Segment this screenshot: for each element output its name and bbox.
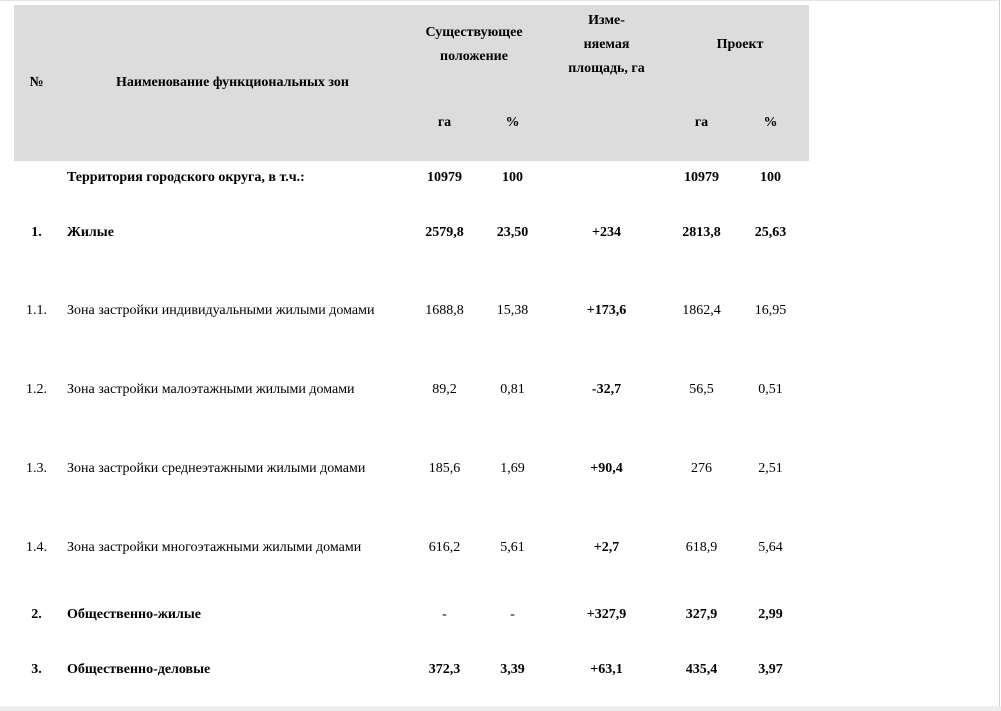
table-row: 2. Общественно-жилые - - +327,9 327,9 2,… bbox=[14, 587, 809, 643]
row-num: 1.2. bbox=[26, 381, 47, 397]
functional-zones-table: № Наименование функциональных зон Сущест… bbox=[14, 5, 809, 697]
header-project-ha: га bbox=[671, 84, 732, 161]
row-existing-ha: 10979 bbox=[427, 169, 462, 185]
row-project-ha: 435,4 bbox=[685, 662, 718, 677]
row-num: 1. bbox=[31, 224, 42, 240]
table-row: 1.3. Зона застройки среднеэтажными жилым… bbox=[14, 429, 809, 508]
row-project-ha: 10979 bbox=[684, 169, 719, 185]
page-bottom-edge bbox=[0, 706, 1001, 711]
row-zone-name: Зона застройки малоэтажными жилыми домам… bbox=[67, 381, 355, 397]
row-change: +63,1 bbox=[590, 662, 623, 677]
row-change: +327,9 bbox=[586, 607, 627, 622]
row-project-pct: 16,95 bbox=[754, 302, 787, 318]
row-num: 1.3. bbox=[26, 460, 47, 476]
row-change: -32,7 bbox=[591, 381, 622, 397]
row-existing-ha: 616,2 bbox=[428, 539, 461, 555]
row-project-ha: 1862,4 bbox=[682, 302, 721, 318]
table-row: Территория городского округа, в т.ч.: 10… bbox=[14, 161, 809, 194]
row-existing-ha: 185,6 bbox=[428, 460, 461, 476]
row-zone-name: Зона застройки многоэтажными жилыми дома… bbox=[67, 539, 362, 555]
row-num: 1.1. bbox=[26, 302, 47, 318]
header-project: Проект bbox=[671, 5, 809, 84]
row-project-pct: 25,63 bbox=[754, 224, 787, 240]
table-row: 1. Жилые 2579,8 23,50 +234 2813,8 25,63 bbox=[14, 194, 809, 271]
row-existing-pct: 23,50 bbox=[496, 224, 529, 240]
row-num: 1.4. bbox=[26, 539, 47, 555]
row-project-ha: 276 bbox=[691, 460, 712, 476]
row-change: +234 bbox=[592, 224, 621, 240]
row-project-ha: 56,5 bbox=[689, 381, 714, 397]
header-changed-line1: Изме- bbox=[588, 12, 625, 28]
row-project-ha: 618,9 bbox=[685, 539, 718, 555]
header-changed-line3: площадь, га bbox=[568, 60, 645, 76]
row-existing-pct: 0,81 bbox=[500, 381, 525, 397]
table-row: 1.1. Зона застройки индивидуальными жилы… bbox=[14, 271, 809, 350]
row-project-pct: 0,51 bbox=[758, 381, 783, 397]
row-change bbox=[542, 161, 671, 194]
row-existing-ha: - bbox=[442, 607, 447, 622]
row-num: 3. bbox=[31, 662, 42, 677]
header-existing-line1: Существующее bbox=[425, 24, 523, 40]
header-existing-line2: положение bbox=[440, 48, 508, 64]
row-project-pct: 2,99 bbox=[758, 607, 783, 622]
row-num bbox=[14, 161, 59, 194]
header-changed-area: Изме- няемая площадь, га bbox=[542, 5, 671, 84]
row-change: +173,6 bbox=[586, 302, 627, 318]
row-project-pct: 5,64 bbox=[758, 539, 783, 555]
header-project-pct: % bbox=[732, 84, 809, 161]
row-existing-pct: 15,38 bbox=[496, 302, 529, 318]
row-zone-name: Зона застройки индивидуальными жилыми до… bbox=[67, 302, 375, 318]
row-existing-ha: 372,3 bbox=[428, 662, 461, 677]
row-zone-name: Территория городского округа, в т.ч.: bbox=[67, 169, 305, 185]
row-project-pct: 100 bbox=[760, 169, 781, 185]
row-existing-pct: 5,61 bbox=[500, 539, 525, 555]
row-project-ha: 327,9 bbox=[685, 607, 718, 622]
row-zone-name: Общественно-жилые bbox=[67, 607, 201, 622]
row-existing-pct: 1,69 bbox=[500, 460, 525, 476]
header-existing-ha: га bbox=[406, 84, 483, 161]
row-num: 2. bbox=[31, 607, 42, 622]
row-existing-pct: - bbox=[510, 607, 515, 622]
table-row: 1.2. Зона застройки малоэтажными жилыми … bbox=[14, 350, 809, 429]
header-changed-line2: няемая bbox=[583, 36, 630, 52]
header-existing: Существующее положение bbox=[406, 5, 542, 84]
header-num: № bbox=[14, 5, 59, 161]
row-project-pct: 2,51 bbox=[758, 460, 783, 476]
row-zone-name: Общественно-деловые bbox=[67, 662, 211, 677]
row-existing-ha: 89,2 bbox=[432, 381, 457, 397]
table-row: 1.4. Зона застройки многоэтажными жилыми… bbox=[14, 508, 809, 587]
header-changed-empty bbox=[542, 84, 671, 161]
row-change: +2,7 bbox=[593, 539, 620, 555]
table-row: 3. Общественно-деловые 372,3 3,39 +63,1 … bbox=[14, 643, 809, 697]
row-existing-pct: 3,39 bbox=[500, 662, 525, 677]
table-header: № Наименование функциональных зон Сущест… bbox=[14, 5, 809, 161]
row-existing-ha: 2579,8 bbox=[425, 224, 464, 240]
row-change: +90,4 bbox=[590, 460, 623, 476]
table-body: Территория городского округа, в т.ч.: 10… bbox=[14, 161, 809, 697]
row-project-pct: 3,97 bbox=[758, 662, 783, 677]
row-existing-pct: 100 bbox=[502, 169, 523, 185]
row-zone-name: Жилые bbox=[67, 224, 114, 240]
row-project-ha: 2813,8 bbox=[682, 224, 721, 240]
row-zone-name: Зона застройки среднеэтажными жилыми дом… bbox=[67, 460, 366, 476]
row-existing-ha: 1688,8 bbox=[425, 302, 464, 318]
header-existing-pct: % bbox=[483, 84, 542, 161]
header-zone-name: Наименование функциональных зон bbox=[59, 5, 406, 161]
